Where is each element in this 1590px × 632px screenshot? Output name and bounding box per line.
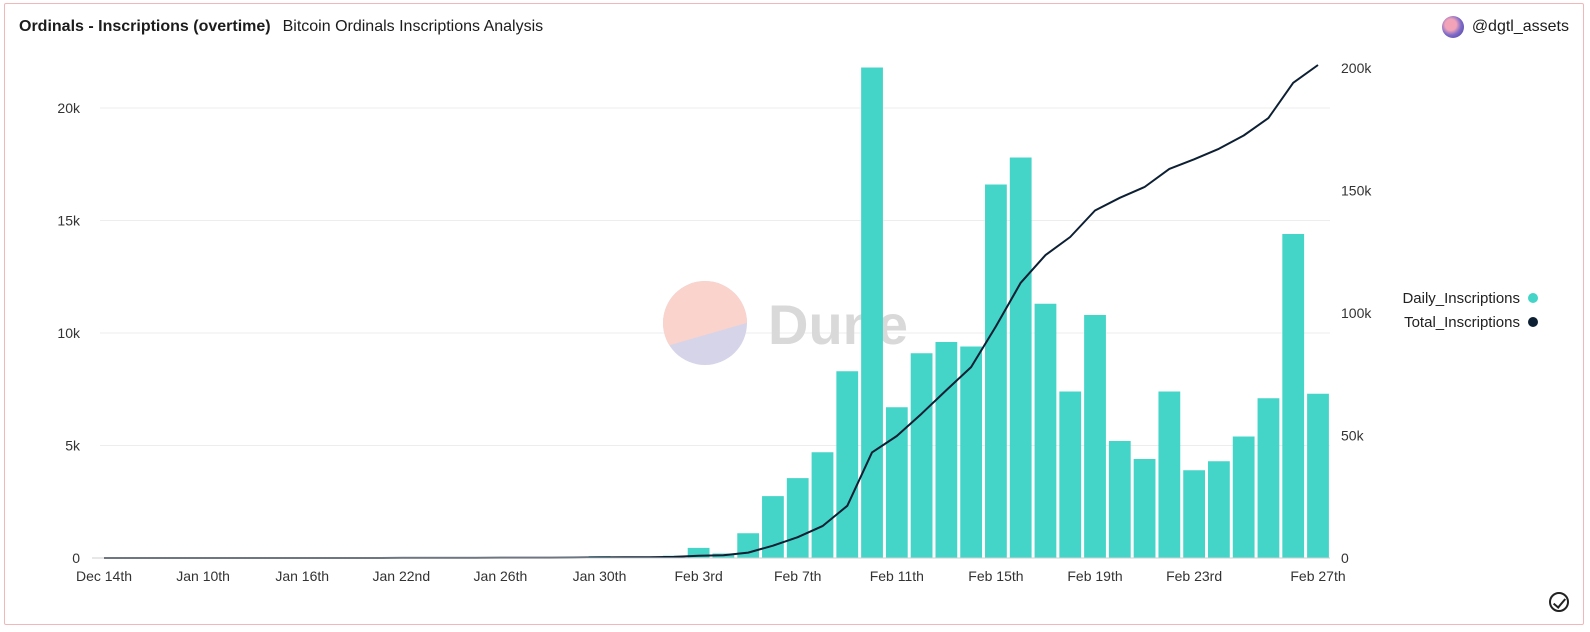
y-left-tick-label: 20k	[57, 100, 81, 116]
axes: 0 5k 10k 15k 20k 0 50k 100k 150k 200k Dec 14th Jan …	[57, 60, 1372, 584]
legend-item[interactable]: Total_Inscriptions	[1404, 314, 1538, 331]
avatar	[1441, 16, 1464, 38]
y-left-tick-label: 0	[72, 550, 80, 566]
x-tick-label: Feb 27th	[1290, 568, 1345, 584]
x-tick-label: Dec 14th	[76, 568, 132, 584]
bar[interactable]	[1133, 459, 1156, 558]
x-tick-label: Jan 10th	[176, 568, 230, 584]
author-link[interactable]: @dgtl_assets	[1441, 16, 1569, 38]
bar[interactable]	[861, 67, 883, 559]
y-left-tick-label: 10k	[57, 325, 81, 341]
bar[interactable]	[1232, 436, 1255, 559]
bar[interactable]	[786, 478, 809, 558]
bar[interactable]	[985, 184, 1007, 559]
legend-item[interactable]: Daily_Inscriptions	[1402, 290, 1538, 307]
x-tick-label: Feb 15th	[968, 568, 1023, 584]
bar[interactable]	[960, 346, 983, 559]
y-left-tick-label: 5k	[65, 438, 81, 454]
bar[interactable]	[1307, 393, 1329, 558]
legend-label: Total_Inscriptions	[1404, 314, 1520, 331]
x-tick-label: Feb 7th	[774, 568, 821, 584]
bar[interactable]	[1034, 303, 1057, 558]
chart-header: Ordinals - Inscriptions (overtime) Bitco…	[19, 18, 543, 40]
chart-subtitle: Bitcoin Ordinals Inscriptions Analysis	[282, 18, 544, 35]
y-right-tick-label: 50k	[1341, 427, 1365, 443]
author-username: @dgtl_assets	[1471, 18, 1569, 35]
dune-watermark: Dune	[663, 281, 908, 365]
bar[interactable]	[1208, 461, 1230, 558]
y-right-tick-label: 200k	[1341, 60, 1372, 76]
bar[interactable]	[762, 496, 784, 558]
bar[interactable]	[1108, 441, 1131, 558]
bar[interactable]	[1009, 157, 1032, 559]
bar[interactable]	[1282, 234, 1305, 558]
chart-title: Ordinals - Inscriptions (overtime)	[19, 18, 271, 35]
legend-marker	[1528, 293, 1538, 303]
x-tick-label: Feb 11th	[870, 568, 924, 584]
watermark-text: Dune	[768, 293, 908, 356]
y-right-tick-label: 100k	[1341, 305, 1372, 321]
bar[interactable]	[836, 371, 859, 558]
x-tick-label: Feb 19th	[1067, 568, 1122, 584]
legend-marker	[1528, 317, 1538, 327]
bar[interactable]	[1158, 391, 1181, 559]
y-right-tick-label: 0	[1341, 550, 1349, 566]
watermark-logo-top	[663, 281, 747, 348]
bar[interactable]	[1183, 470, 1206, 558]
bar[interactable]	[885, 407, 908, 558]
x-tick-label: Feb 23rd	[1166, 568, 1222, 584]
bar[interactable]	[1257, 398, 1280, 558]
bar[interactable]	[1059, 391, 1082, 559]
legend: Daily_Inscriptions Total_Inscriptions	[1402, 290, 1538, 331]
x-tick-label: Jan 30th	[573, 568, 627, 584]
bar[interactable]	[811, 452, 834, 558]
x-tick-label: Jan 22nd	[373, 568, 431, 584]
bar[interactable]	[687, 547, 710, 558]
check-circle-icon[interactable]	[1549, 592, 1569, 612]
y-left-tick-label: 15k	[57, 213, 81, 229]
bar[interactable]	[910, 353, 933, 558]
bar[interactable]	[935, 342, 958, 558]
x-tick-label: Jan 26th	[474, 568, 528, 584]
legend-label: Daily_Inscriptions	[1402, 290, 1520, 307]
bar[interactable]	[1084, 315, 1106, 558]
y-right-tick-label: 150k	[1341, 182, 1372, 198]
x-tick-label: Feb 3rd	[674, 568, 722, 584]
x-tick-label: Jan 16th	[275, 568, 329, 584]
